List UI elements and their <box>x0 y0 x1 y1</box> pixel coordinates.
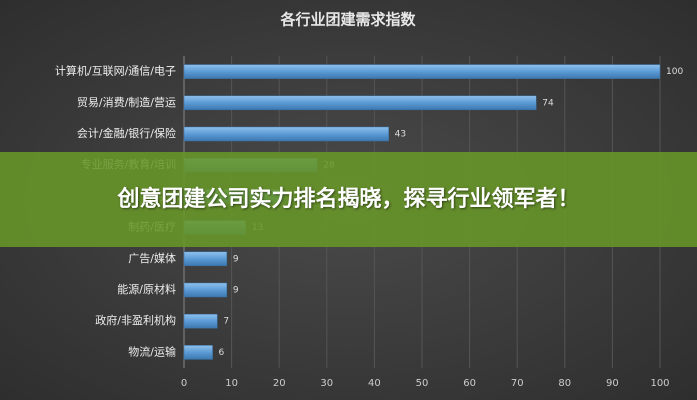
bar <box>183 251 228 267</box>
y-tick-label: 会计/金融/银行/保险 <box>77 126 176 140</box>
y-tick-label: 物流/运输 <box>128 344 176 358</box>
x-tick-label: 0 <box>181 378 187 389</box>
x-tick-label: 80 <box>558 378 571 389</box>
x-tick-label: 100 <box>650 378 669 389</box>
bar <box>183 282 228 298</box>
value-label: 74 <box>542 98 554 108</box>
x-tick-label: 20 <box>273 378 286 389</box>
x-tick-label: 60 <box>463 378 476 389</box>
bar <box>183 126 389 142</box>
bar <box>183 64 661 79</box>
y-tick-label: 广告/媒体 <box>128 251 176 265</box>
x-tick-label: 10 <box>225 378 238 389</box>
x-tick-label: 90 <box>606 378 619 389</box>
value-label: 43 <box>395 130 406 140</box>
value-label: 100 <box>666 67 683 77</box>
y-tick-label: 能源/原材料 <box>117 282 176 296</box>
y-tick-label: 政府/非盈利机构 <box>95 313 176 327</box>
y-tick-label: 贸易/消费/制造/营运 <box>77 95 176 109</box>
x-tick-label: 50 <box>416 378 429 389</box>
banner-text: 创意团建公司实力排名揭晓，探寻行业领军者！ <box>117 186 580 212</box>
x-tick-label: 30 <box>320 378 333 389</box>
chart-title: 各行业团建需求指数 <box>279 11 416 29</box>
bar <box>183 345 213 360</box>
value-label: 9 <box>233 286 239 296</box>
value-label: 7 <box>223 317 229 327</box>
y-tick-label: 计算机/互联网/通信/电子 <box>55 64 176 78</box>
value-label: 9 <box>233 254 239 264</box>
bar <box>183 313 218 329</box>
banner: 创意团建公司实力排名揭晓，探寻行业领军者！ <box>0 152 697 247</box>
value-label: 6 <box>219 348 225 358</box>
x-tick-label: 40 <box>368 378 381 389</box>
x-tick-label: 70 <box>511 378 524 389</box>
bar <box>183 95 537 111</box>
